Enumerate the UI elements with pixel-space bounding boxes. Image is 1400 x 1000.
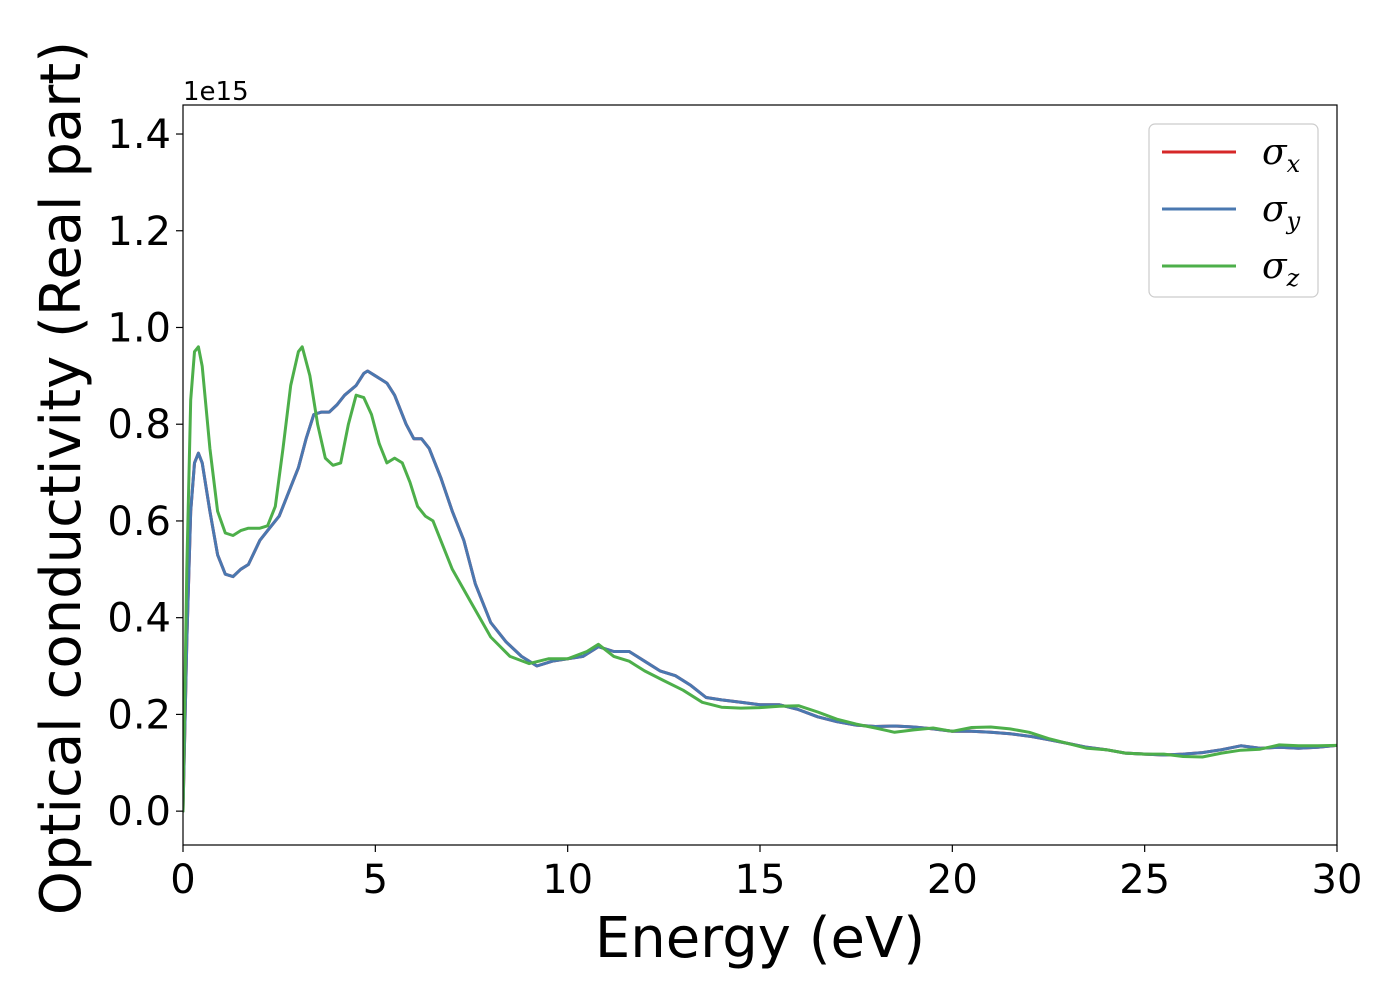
x-tick-label: 5 (363, 857, 388, 903)
x-tick-label: 30 (1312, 857, 1363, 903)
x-tick-label: 15 (735, 857, 786, 903)
y-tick-label: 0.4 (107, 596, 171, 642)
y-offset-label: 1e15 (183, 77, 249, 107)
y-tick-label: 1.4 (107, 112, 171, 158)
x-axis-title: Energy (eV) (595, 906, 925, 971)
y-tick-label: 0.8 (107, 402, 171, 448)
y-tick-label: 0.2 (107, 692, 171, 738)
x-tick-label: 0 (170, 857, 195, 903)
x-tick-label: 25 (1119, 857, 1170, 903)
series-line-z (183, 345, 1337, 813)
x-tick-label: 10 (542, 857, 593, 903)
x-axis: 0 5 10 15 20 25 30 (170, 845, 1362, 903)
y-tick-label: 0.6 (107, 499, 171, 545)
y-axis: 0.0 0.2 0.4 0.6 0.8 1.0 1.2 1.4 (107, 112, 183, 835)
x-tick-label: 20 (927, 857, 978, 903)
y-tick-label: 0.0 (107, 789, 171, 835)
series-layer (183, 345, 1337, 813)
y-axis-title: Optical conductivity (Real part) (29, 41, 94, 915)
y-tick-label: 1.2 (107, 209, 171, 255)
y-tick-label: 1.0 (107, 305, 171, 351)
